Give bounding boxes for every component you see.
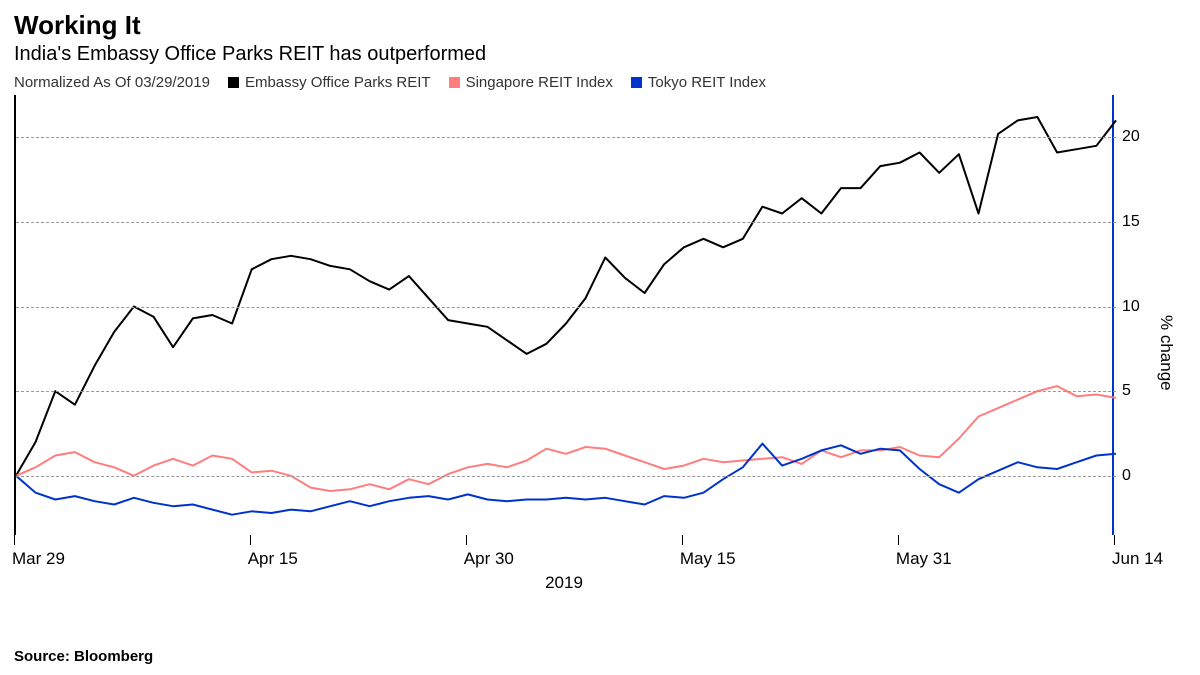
- source-label: Source: Bloomberg: [14, 648, 153, 665]
- x-tick-mark: [14, 535, 15, 545]
- legend-item-singapore: Singapore REIT Index: [449, 74, 613, 91]
- x-tick-label: Apr 15: [248, 549, 298, 569]
- x-tick-label: Jun 14: [1112, 549, 1163, 569]
- square-icon: [631, 77, 642, 88]
- x-tick-label: May 15: [680, 549, 736, 569]
- legend-label: Tokyo REIT Index: [648, 74, 766, 91]
- line-series: [16, 95, 1116, 535]
- plot-area: [14, 95, 1114, 535]
- x-tick-mark: [466, 535, 467, 545]
- x-tick-mark: [250, 535, 251, 545]
- x-tick-label: Mar 29: [12, 549, 65, 569]
- legend-label: Embassy Office Parks REIT: [245, 74, 431, 91]
- grid-line: [16, 307, 1116, 308]
- legend-item-tokyo: Tokyo REIT Index: [631, 74, 766, 91]
- y-tick-label: 10: [1122, 298, 1140, 316]
- legend-normalized: Normalized As Of 03/29/2019: [14, 74, 210, 91]
- legend-item-embassy: Embassy Office Parks REIT: [228, 74, 431, 91]
- y-tick-label: 0: [1122, 467, 1131, 485]
- x-tick-mark: [898, 535, 899, 545]
- x-tick-mark: [682, 535, 683, 545]
- chart-area: % change 2019 0 5 10 15 20 Mar 29 Apr 15 Apr 30…: [14, 95, 1186, 615]
- legend: Normalized As Of 03/29/2019 Embassy Offi…: [14, 74, 1186, 91]
- y-tick-label: 20: [1122, 128, 1140, 146]
- square-icon: [228, 77, 239, 88]
- x-tick-label: Apr 30: [464, 549, 514, 569]
- y-axis-label: % change: [1156, 315, 1176, 391]
- grid-line: [16, 222, 1116, 223]
- grid-line: [16, 476, 1116, 477]
- x-tick-label: May 31: [896, 549, 952, 569]
- series-line: [16, 117, 1116, 476]
- grid-line: [16, 391, 1116, 392]
- y-tick-label: 5: [1122, 382, 1131, 400]
- square-icon: [449, 77, 460, 88]
- grid-line: [16, 137, 1116, 138]
- x-axis-label: 2019: [545, 573, 583, 593]
- x-tick-mark: [1114, 535, 1115, 545]
- chart-title: Working It: [14, 10, 1186, 41]
- chart-subtitle: India's Embassy Office Parks REIT has ou…: [14, 43, 1186, 66]
- legend-label: Singapore REIT Index: [466, 74, 613, 91]
- y-tick-label: 15: [1122, 213, 1140, 231]
